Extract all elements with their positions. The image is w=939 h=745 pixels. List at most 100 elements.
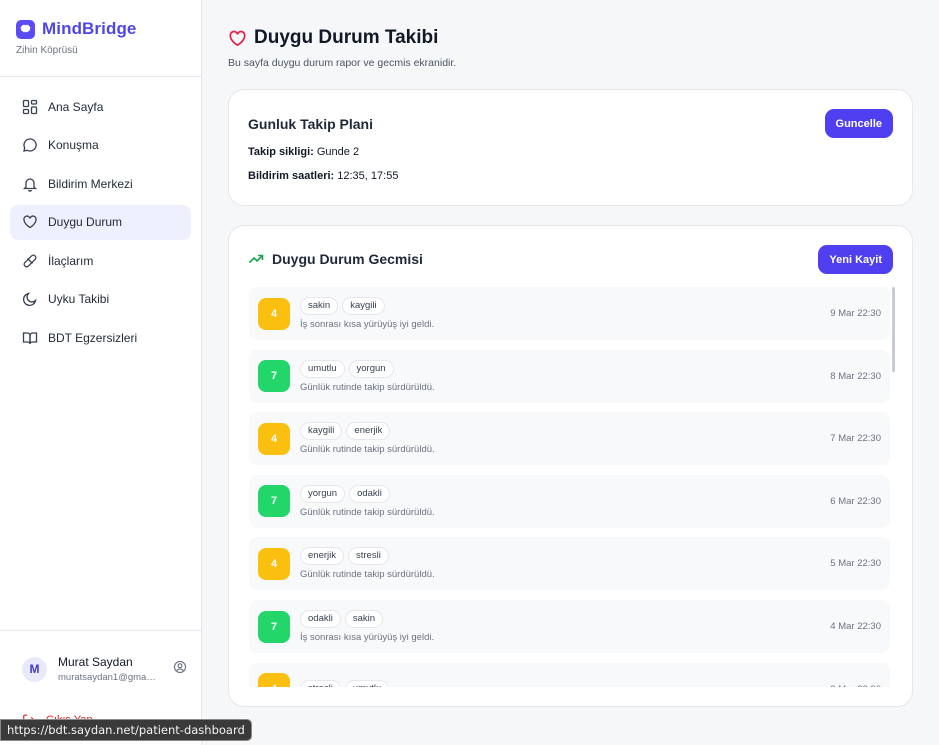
entry-note: Günlük rutinde takip sürdürüldü. bbox=[300, 444, 435, 456]
mood-entry-row[interactable]: 7 yorgun odakli Günlük rutinde takip sürdür… bbox=[249, 474, 890, 528]
brain-logo-icon bbox=[16, 19, 35, 39]
mood-tag: umutlu bbox=[300, 359, 345, 378]
mood-tags: sakin kaygili bbox=[300, 297, 830, 315]
mood-tag: enerjik bbox=[346, 422, 391, 441]
entry-body: umutlu yorgun Günlük rutinde takip sürdürü… bbox=[300, 359, 830, 393]
mood-entry-row[interactable]: 4 kaygili enerjik Günlük rutinde takip sürd… bbox=[249, 412, 890, 466]
sidebar-item-bildirim-merkezi[interactable]: Bildirim Merkezi bbox=[10, 166, 191, 201]
mood-tags: kaygili enerjik bbox=[300, 422, 830, 441]
mood-tags: umutlu yorgun bbox=[300, 359, 830, 378]
title-row: Duygu Durum Takibi bbox=[228, 27, 913, 49]
mood-tag: sakin bbox=[300, 297, 339, 315]
update-plan-button[interactable]: Guncelle bbox=[824, 109, 893, 138]
daily-plan-card: Gunluk Takip Plani Takip sikligi: Gunde … bbox=[228, 89, 913, 206]
page-title: Duygu Durum Takibi bbox=[254, 27, 439, 48]
entry-date: 9 Mar 22:30 bbox=[830, 308, 881, 319]
mood-entry-row[interactable]: 4 enerjik stresli Günlük rutinde takip sürd… bbox=[249, 537, 890, 591]
pill-icon bbox=[23, 254, 37, 267]
entry-body: yorgun odakli Günlük rutinde takip sürdürü… bbox=[300, 484, 830, 518]
chat-bubble-icon bbox=[23, 138, 37, 152]
entry-date: 7 Mar 22:30 bbox=[830, 433, 881, 445]
sidebar-item-label: Bildirim Merkezi bbox=[48, 176, 133, 191]
mood-entry-row[interactable]: 4 sakin kaygili İş sonrası kısa yürüyüş iyi… bbox=[249, 287, 890, 340]
mood-tag: yorgun bbox=[348, 359, 394, 378]
mood-tag: enerjik bbox=[300, 547, 344, 566]
grid-icon bbox=[22, 99, 38, 114]
app-name: MindBridge bbox=[42, 19, 137, 38]
mood-score-badge: 7 bbox=[258, 610, 290, 643]
mood-tags: enerjik stresli bbox=[300, 547, 830, 566]
user-name: Murat Saydan bbox=[58, 655, 133, 669]
entry-body: sakin kaygili İş sonrası kısa yürüyüş iyi … bbox=[300, 297, 830, 330]
brand: MindBridge Zihin Köprüsü bbox=[0, 0, 201, 77]
brand-row[interactable]: MindBridge bbox=[16, 19, 185, 39]
entry-body: odakli sakin İş sonrası kısa yürüyüş iyi g… bbox=[300, 610, 830, 643]
user-circle-icon[interactable] bbox=[173, 660, 187, 679]
mood-tags: stresliumutlu bbox=[300, 680, 830, 687]
entry-note: Günlük rutinde takip sürdürüldü. bbox=[300, 569, 435, 581]
scrollbar[interactable] bbox=[892, 287, 895, 372]
sidebar-nav: Ana Sayfa Konuşma Bildirim Merkezi Duygu… bbox=[0, 77, 201, 355]
mood-tag: kaygili bbox=[342, 297, 385, 315]
plan-title: Gunluk Takip Plani bbox=[248, 116, 373, 132]
entry-note: Günlük rutinde takip sürdürüldü. bbox=[300, 506, 435, 518]
mood-score-badge: 7 bbox=[258, 360, 290, 393]
entry-date: 4 Mar 22:30 bbox=[830, 621, 881, 632]
mood-score-badge: 4 bbox=[258, 547, 290, 580]
mood-entry-list[interactable]: 4 sakin kaygili İş sonrası kısa yürüyüş iyi… bbox=[249, 287, 895, 687]
mood-tag: stresli bbox=[348, 547, 389, 566]
plan-frequency: Takip sikligi: Gunde 2 bbox=[248, 146, 893, 158]
page-header: Duygu Durum Takibi Bu sayfa duygu durum … bbox=[228, 27, 913, 69]
sidebar-item-duygu-durum[interactable]: Duygu Durum bbox=[10, 204, 191, 240]
sidebar-item-label: Duygu Durum bbox=[48, 215, 123, 229]
mood-tags: yorgun odakli bbox=[300, 484, 830, 503]
entry-note: Günlük rutinde takip sürdürüldü. bbox=[300, 381, 435, 393]
heart-icon bbox=[23, 215, 37, 229]
bell-icon bbox=[22, 177, 38, 192]
entry-date: 8 Mar 22:30 bbox=[830, 370, 881, 382]
mood-tag: kaygili bbox=[300, 422, 343, 441]
mood-tags: odakli sakin bbox=[300, 610, 830, 628]
entry-body: kaygili enerjik Günlük rutinde takip sürdü… bbox=[300, 422, 830, 455]
mood-tag: yorgun bbox=[300, 484, 346, 503]
plan-times: Bildirim saatleri: 12:35, 17:55 bbox=[248, 170, 893, 182]
sidebar-item-ilaclarim[interactable]: İlaçlarım bbox=[10, 243, 191, 278]
entry-date: 3 Mar 22:30 bbox=[830, 684, 881, 687]
times-label: Bildirim saatleri: bbox=[248, 170, 335, 182]
new-entry-button[interactable]: Yeni Kayit bbox=[818, 245, 893, 274]
avatar: M bbox=[22, 656, 47, 682]
mood-entry-row[interactable]: 7 umutlu yorgun Günlük rutinde takip sürdür… bbox=[249, 349, 890, 403]
sidebar-item-konusma[interactable]: Konuşma bbox=[10, 128, 191, 163]
sidebar-item-bdt-egzersizleri[interactable]: BDT Egzersizleri bbox=[10, 320, 191, 355]
status-url-tooltip: https://bdt.saydan.net/patient-dashboard bbox=[0, 719, 252, 741]
sidebar: MindBridge Zihin Köprüsü Ana Sayfa Konuş… bbox=[0, 0, 202, 745]
mood-tag: umutlu bbox=[344, 680, 390, 687]
user-profile[interactable]: M Murat Saydan muratsaydan1@gmail.com bbox=[22, 655, 187, 683]
mood-score-badge: 4 bbox=[258, 673, 290, 687]
app-subtitle: Zihin Köprüsü bbox=[16, 45, 78, 56]
trending-up-icon bbox=[248, 254, 264, 264]
sidebar-item-label: Ana Sayfa bbox=[48, 99, 104, 114]
user-info: Murat Saydan muratsaydan1@gmail.com bbox=[58, 655, 162, 683]
mood-entry-row[interactable]: 7 odakli sakin İş sonrası kısa yürüyüş iyi … bbox=[249, 600, 890, 653]
page-subtitle: Bu sayfa duygu durum rapor ve gecmis ekr… bbox=[228, 57, 457, 69]
entry-date: 6 Mar 22:30 bbox=[830, 495, 881, 507]
heart-icon bbox=[229, 30, 246, 46]
sidebar-item-ana-sayfa[interactable]: Ana Sayfa bbox=[10, 89, 191, 124]
entry-note: İş sonrası kısa yürüyüş iyi geldi. bbox=[300, 319, 435, 330]
mood-tag: sakin bbox=[344, 610, 384, 628]
sidebar-item-label: BDT Egzersizleri bbox=[48, 330, 138, 345]
mood-entry-row[interactable]: 4 stresliumutlu3 Mar 22:30 bbox=[249, 662, 890, 687]
mood-tag: odakli bbox=[349, 484, 390, 503]
sidebar-item-label: Uyku Takibi bbox=[48, 292, 110, 306]
entry-date: 5 Mar 22:30 bbox=[830, 558, 881, 570]
sidebar-item-label: Konuşma bbox=[48, 138, 99, 152]
mood-score-badge: 7 bbox=[258, 485, 290, 518]
sidebar-item-label: İlaçlarım bbox=[48, 253, 94, 268]
sidebar-item-uyku-takibi[interactable]: Uyku Takibi bbox=[10, 282, 191, 317]
history-title: Duygu Durum Gecmisi bbox=[272, 251, 423, 267]
user-email: muratsaydan1@gmail.com bbox=[58, 672, 156, 683]
times-value: 12:35, 17:55 bbox=[337, 170, 399, 182]
book-icon bbox=[22, 331, 38, 344]
mood-score-badge: 4 bbox=[258, 422, 290, 455]
